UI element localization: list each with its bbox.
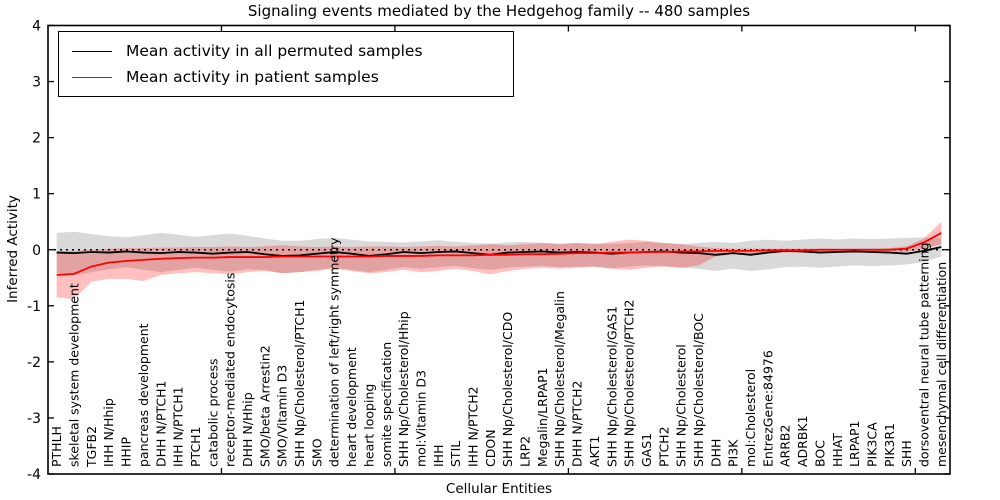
x-category-label: SHH	[899, 440, 914, 467]
y-tick-label: -3	[27, 411, 41, 427]
legend-entry-permuted: Mean activity in all permuted samples	[59, 38, 513, 64]
legend: Mean activity in all permuted samples Me…	[58, 31, 514, 97]
x-category-label: IHH	[431, 445, 446, 468]
y-tick-label: 1	[32, 187, 41, 203]
x-category-label: IHH N/Hhip	[101, 398, 116, 467]
x-category-label: SHH Np/Cholesterol/Hhip	[396, 311, 411, 467]
x-category-label: heart development	[344, 347, 359, 467]
x-category-label: TGFB2	[84, 426, 99, 468]
x-category-label: mol:Vitamin D3	[413, 370, 428, 467]
y-tick-label: -2	[27, 355, 41, 371]
x-category-label: DHH	[708, 439, 723, 467]
x-category-label: SHH Np/Cholesterol/CDO	[500, 312, 515, 467]
x-category-label: CDON	[483, 429, 498, 467]
x-category-label: LRPAP1	[847, 421, 862, 467]
legend-label-patient: Mean activity in patient samples	[126, 68, 379, 86]
x-category-label: STIL	[448, 441, 463, 467]
y-tick-label: 4	[32, 19, 41, 35]
x-category-label: heart looping	[361, 384, 376, 467]
x-category-label: SHH Np/Cholesterol/PTCH2	[622, 300, 637, 468]
x-category-label: SHH Np/Cholesterol/GAS1	[604, 306, 619, 467]
x-category-label: pancreas development	[136, 323, 151, 467]
x-category-label: SMO	[309, 438, 324, 467]
y-tick-label: 0	[32, 243, 41, 259]
x-category-label: IHH N/PTCH1	[171, 386, 186, 467]
chart-title: Signaling events mediated by the Hedgeho…	[247, 2, 751, 20]
x-category-label: PIK3R1	[882, 423, 897, 467]
x-category-label: DHH N/PTCH1	[153, 381, 168, 467]
y-tick-label: 3	[32, 75, 41, 91]
x-category-label: ARRB2	[778, 425, 793, 467]
x-category-label: dorsoventral neural tube patterning	[916, 243, 931, 468]
x-category-label: Megalin/LRPAP1	[535, 367, 550, 467]
y-tick-label: 2	[32, 131, 41, 147]
x-category-label: mesenchymal cell differentiation	[934, 262, 949, 467]
y-tick-label: -4	[27, 467, 41, 483]
x-category-label: catabolic process	[205, 358, 220, 467]
x-category-label: EntrezGene:84976	[760, 350, 775, 467]
x-category-label: DHH N/PTCH2	[570, 381, 585, 467]
legend-line-permuted-icon	[72, 50, 112, 52]
x-category-label: SHH Np/Cholesterol/Megalin	[552, 291, 567, 467]
x-category-label: skeletal system development	[67, 283, 82, 467]
x-category-label: SMO/beta Arrestin2	[257, 345, 272, 467]
x-category-label: SMO/Vitamin D3	[275, 365, 290, 467]
x-category-label: SHH Np/Cholesterol/PTCH1	[292, 300, 307, 468]
x-category-label: mol:Cholesterol	[743, 369, 758, 467]
x-category-label: HHIP	[119, 437, 134, 467]
x-category-label: PTHLH	[49, 426, 64, 467]
legend-label-permuted: Mean activity in all permuted samples	[126, 42, 423, 60]
x-category-label: PI3K	[726, 439, 741, 467]
x-category-label: PTCH1	[188, 426, 203, 467]
x-category-label: BOC	[812, 440, 827, 467]
x-category-label: determination of left/right symmetry	[327, 237, 342, 467]
legend-line-patient-icon	[72, 76, 112, 78]
x-category-label: PTCH2	[656, 426, 671, 467]
x-category-label: SHH Np/Cholesterol/BOC	[691, 313, 706, 467]
x-category-label: ADRBK1	[795, 415, 810, 467]
x-category-label: HHAT	[830, 433, 845, 467]
x-category-label: somite specification	[379, 342, 394, 467]
x-category-label: IHH N/PTCH2	[465, 386, 480, 467]
x-category-label: PIK3CA	[864, 422, 879, 467]
x-category-label: SHH Np/Cholesterol	[674, 344, 689, 467]
x-category-label: AKT1	[587, 436, 602, 467]
x-category-label: GAS1	[639, 433, 654, 467]
x-axis-label: Cellular Entities	[445, 481, 553, 497]
x-category-label: receptor-mediated endocytosis	[223, 273, 238, 467]
patient-band	[56, 221, 942, 300]
y-tick-label: -1	[27, 299, 41, 315]
patient-mean-line	[56, 232, 942, 276]
x-category-label: LRP2	[518, 436, 533, 467]
legend-entry-patient: Mean activity in patient samples	[59, 64, 513, 90]
x-category-label: DHH N/Hhip	[240, 392, 255, 467]
